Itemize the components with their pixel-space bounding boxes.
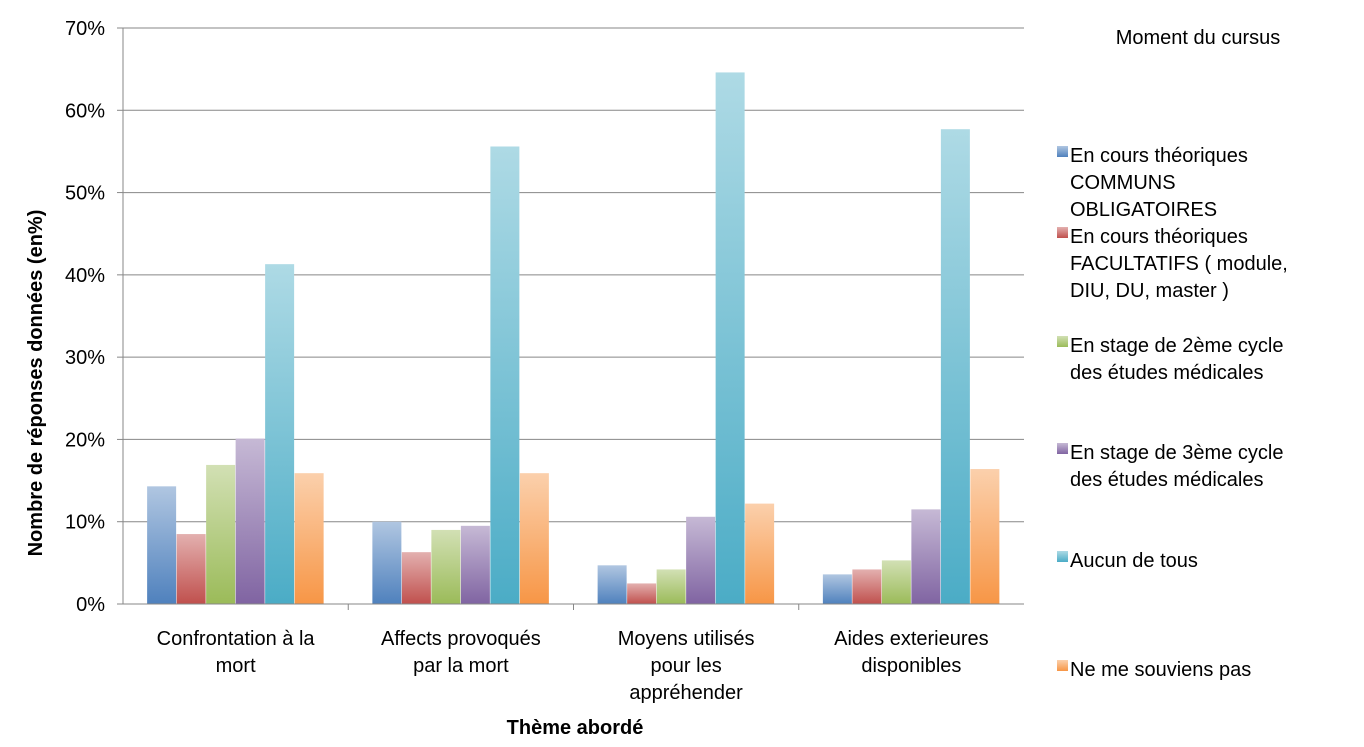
bar [206,464,236,604]
y-tick-label: 40% [65,265,105,287]
legend-item: Aucun de tous [1070,550,1198,572]
bar [656,569,686,604]
bar [235,438,265,604]
axes [117,27,1024,610]
bar [519,473,549,604]
y-tick-label: 50% [65,183,105,205]
legend-swatch [1057,443,1068,454]
bar [627,583,657,604]
bar [852,569,882,604]
bar [294,473,324,604]
category-label: Affects provoqués par la mort [381,628,541,677]
bar [147,486,177,604]
legend: Moment du cursus En cours théoriques COMM… [1057,27,1288,681]
bar [911,509,941,604]
legend-item: En cours théoriques COMMUNS OBLIGATOIRES [1070,145,1248,221]
bar [715,72,745,605]
bar [970,469,1000,604]
bar [822,574,852,604]
legend-item: Ne me souviens pas [1070,659,1251,681]
bar [372,521,402,604]
y-tick-label: 60% [65,100,105,122]
category-label: Moyens utilisés pour les appréhender [618,628,755,704]
y-tick-label: 10% [65,512,105,534]
bar [940,129,970,604]
bar [745,503,775,604]
legend-item: En cours théoriques FACULTATIFS ( module,… [1070,226,1288,302]
legend-swatch [1057,551,1068,562]
y-axis-title: Nombre de réponses données (en%) [25,210,47,557]
bar [176,534,206,604]
bar [265,264,295,604]
legend-swatch [1057,660,1068,671]
legend-item: En stage de 3ème cycle des études médical… [1070,442,1283,491]
y-tick-label: 0% [76,594,105,616]
bar [490,146,520,604]
bar [686,516,716,604]
legend-swatch [1057,336,1068,347]
bar [597,565,627,604]
category-label: Confrontation à la mort [157,628,316,677]
category-labels: Confrontation à la mort Affects provoqués p… [157,628,989,704]
legend-swatch [1057,227,1068,238]
category-label: Aides exterieures disponibles [834,628,989,677]
y-tick-label: 30% [65,347,105,369]
bar [881,560,911,604]
y-tick-label: 20% [65,429,105,451]
legend-title: Moment du cursus [1116,27,1281,49]
y-tick-labels: 0% 10% 20% 30% 40% 50% 60% 70% [65,18,105,616]
bar [431,529,461,604]
bars [147,72,1000,605]
y-tick-label: 70% [65,18,105,40]
legend-item: En stage de 2ème cycle des études médical… [1070,335,1283,384]
bar [460,525,490,604]
bar [401,552,431,604]
legend-swatch [1057,146,1068,157]
x-axis-title: Thème abordé [507,717,644,739]
